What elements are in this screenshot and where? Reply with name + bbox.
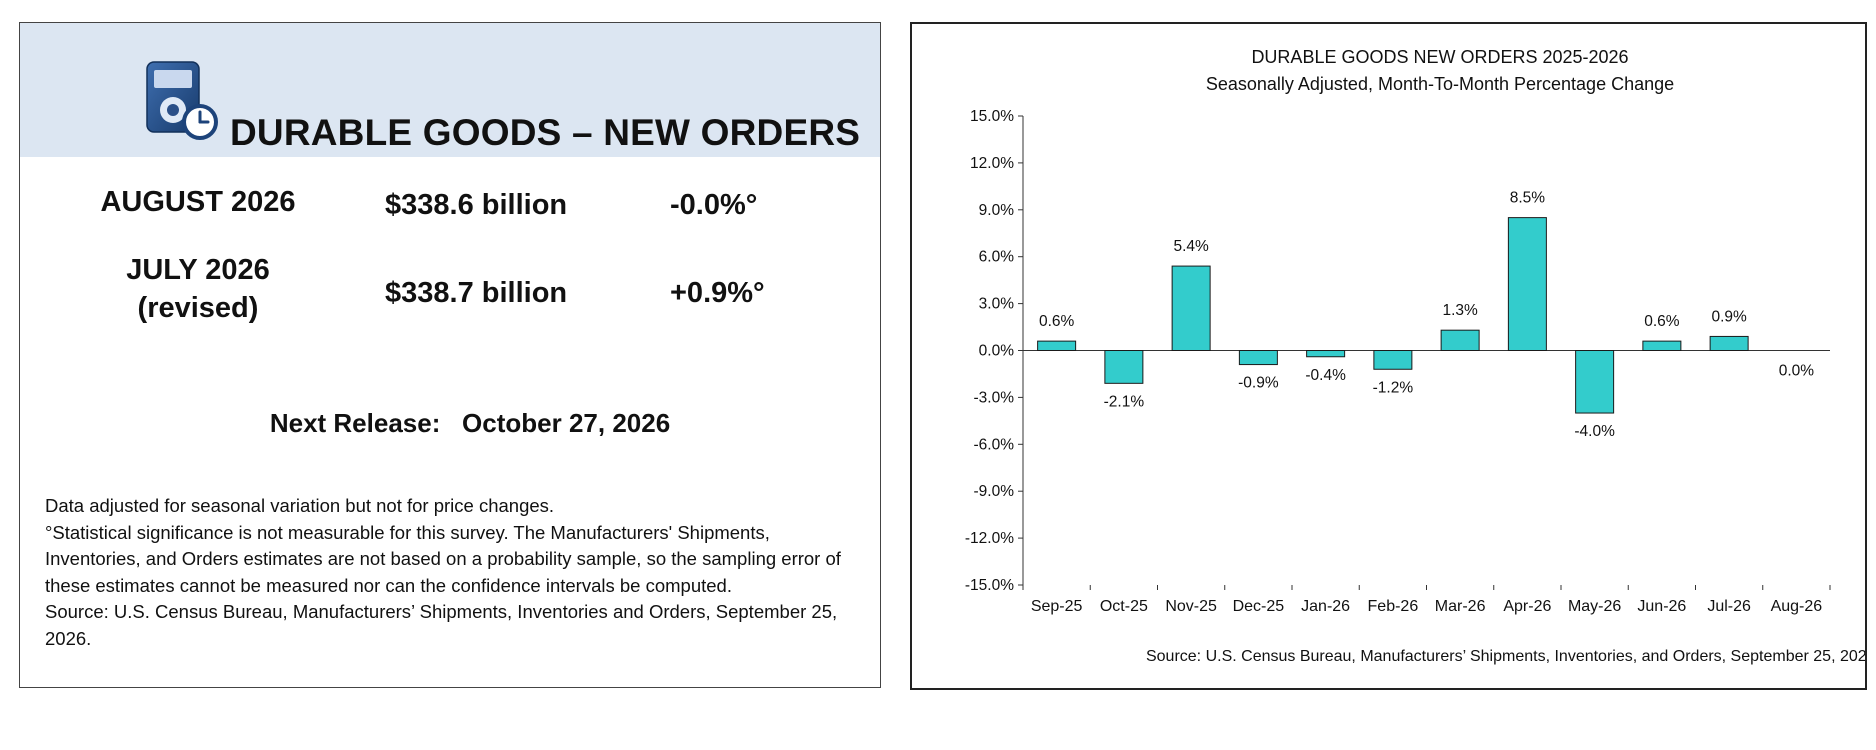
bar-chart: DURABLE GOODS NEW ORDERS 2025-2026 Seaso… [965,47,1865,665]
bar [1709,335,1749,351]
stat-change: -0.0%° [670,189,758,221]
x-tick-label: Jul-26 [1707,598,1751,615]
y-tick-label: -12.0% [965,530,1014,547]
data-label: 0.9% [1711,308,1747,325]
tablet-clock-icon [146,61,218,140]
chart-source: Source: U.S. Census Bureau, Manufacturer… [1146,648,1865,665]
bar [1507,217,1547,351]
data-label: -1.2% [1373,379,1414,396]
note-line: Data adjusted for seasonal variation but… [45,495,555,516]
x-tick-label: Oct-25 [1100,598,1148,615]
data-label: -4.0% [1574,423,1615,440]
chart-title: DURABLE GOODS NEW ORDERS 2025-2026 [1251,47,1628,67]
y-tick-label: 15.0% [970,108,1014,125]
data-label: 8.5% [1510,190,1546,207]
stat-value: $338.6 billion [385,189,568,221]
y-tick-label: 6.0% [979,249,1015,266]
bar [1306,350,1346,358]
y-tick-label: -3.0% [974,389,1015,406]
x-tick-label: May-26 [1568,598,1621,615]
bar [1575,350,1615,414]
stat-period-line2: (revised) [137,292,259,324]
y-tick-label: -9.0% [974,483,1015,500]
chart-panel: DURABLE GOODS NEW ORDERS 2025-2026 Seaso… [910,22,1867,690]
chart-plot-area: 15.0% 12.0% 9.0% 6.0% 3.0% 0.0% -3.0% -6.0% -9.0… [965,108,1831,615]
bar [1238,350,1278,366]
page-title: DURABLE GOODS – NEW ORDERS [230,112,861,153]
x-tick-label: Apr-26 [1503,598,1551,615]
stat-change: +0.9%° [670,277,765,309]
data-label: -2.1% [1104,393,1145,410]
x-tick-label: Feb-26 [1368,598,1419,615]
data-label: 0.0% [1779,363,1815,380]
y-tick-label: -6.0% [974,436,1015,453]
next-release: Next Release: October 27, 2026 [20,408,880,439]
note-line: Source: U.S. Census Bureau, Manufacturer… [45,601,838,649]
next-release-label: Next Release: [269,408,441,438]
stat-value: $338.7 billion [385,277,568,309]
bar [1440,329,1480,351]
note-line: °Statistical significance is not measura… [45,521,841,596]
bar [1171,265,1211,351]
bar [1373,350,1413,370]
data-label: 5.4% [1173,238,1209,255]
data-label: -0.4% [1305,367,1346,384]
bar [1037,340,1077,351]
y-tick-label: 12.0% [970,155,1014,172]
stat-period: AUGUST 2026 [48,183,348,221]
x-tick-label: Nov-25 [1165,598,1217,615]
chart-subtitle: Seasonally Adjusted, Month-To-Month Perc… [1206,74,1674,94]
x-tick-label: Dec-25 [1233,598,1285,615]
bar [1104,350,1144,384]
x-tick-label: Jan-26 [1301,598,1350,615]
data-label: 1.3% [1442,302,1478,319]
notes: Data adjusted for seasonal variation but… [45,493,865,652]
stat-period: JULY 2026 (revised) [48,251,348,327]
y-tick-label: -15.0% [965,577,1014,594]
x-tick-label: Jun-26 [1637,598,1686,615]
summary-panel: DURABLE GOODS – NEW ORDERS AUGUST 2026 $… [19,22,881,688]
bar [1642,340,1682,351]
x-tick-label: Sep-25 [1031,598,1083,615]
data-label: -0.9% [1238,375,1279,392]
y-tick-label: 0.0% [979,343,1015,360]
stat-period-line1: AUGUST 2026 [100,186,296,218]
y-tick-label: 9.0% [979,202,1015,219]
stat-period-line1: JULY 2026 [126,254,270,286]
x-tick-label: Mar-26 [1435,598,1486,615]
data-label: 0.6% [1039,313,1075,330]
data-label: 0.6% [1644,313,1680,330]
next-release-date: October 27, 2026 [462,408,671,438]
x-tick-label: Aug-26 [1771,598,1823,615]
y-tick-label: 3.0% [979,296,1015,313]
